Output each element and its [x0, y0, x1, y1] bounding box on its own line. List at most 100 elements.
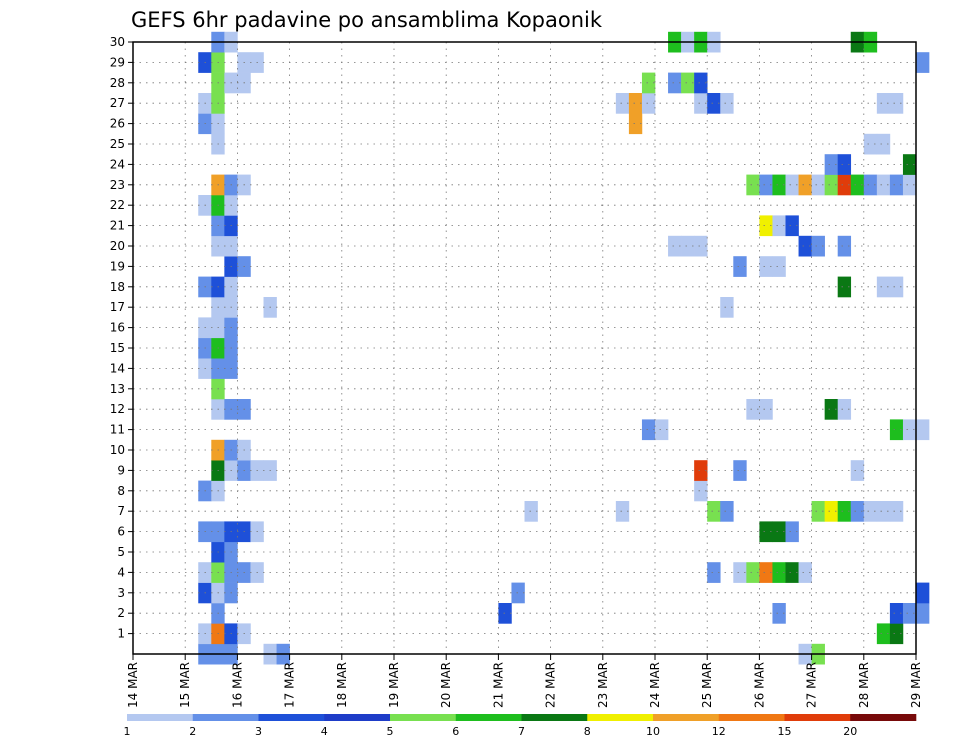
y-tick-label: 22 — [110, 198, 125, 212]
heatmap-cell — [824, 399, 838, 420]
colorbar-label: 6 — [452, 725, 459, 738]
heatmap-cell — [694, 235, 708, 257]
heatmap-cell — [707, 501, 721, 522]
heatmap-cell — [759, 521, 773, 543]
heatmap-cell — [785, 174, 799, 196]
colorbar-label: 2 — [189, 725, 196, 738]
x-tick-label: 27 MAR — [805, 662, 819, 708]
heatmap-cell — [628, 113, 643, 135]
colorbar-swatch — [653, 714, 720, 721]
x-tick-label: 17 MAR — [283, 662, 297, 708]
heatmap-cell — [863, 501, 878, 522]
heatmap-cell — [707, 562, 721, 583]
heatmap-cell — [785, 562, 799, 583]
heatmap-cell — [746, 562, 760, 583]
y-tick-label: 4 — [117, 565, 125, 579]
heatmap-cell — [837, 276, 852, 298]
colorbar-label: 20 — [843, 725, 857, 738]
heatmap-cell — [811, 235, 825, 257]
y-tick-label: 18 — [110, 280, 125, 294]
heatmap-cell — [876, 623, 891, 645]
y-tick-label: 6 — [117, 525, 125, 539]
colorbar-label: 3 — [255, 725, 262, 738]
colorbar-swatch — [784, 714, 851, 721]
colorbar-swatch — [718, 714, 785, 721]
colorbar-swatch — [521, 714, 588, 721]
heatmap-cell — [902, 419, 917, 441]
heatmap-cell — [902, 174, 917, 196]
colorbar-label: 8 — [584, 725, 591, 738]
heatmap-cell — [876, 501, 891, 522]
heatmap-cell — [641, 72, 656, 94]
heatmap-cell — [615, 93, 630, 114]
colorbar-label: 7 — [518, 725, 525, 738]
heatmap-cell — [916, 52, 930, 73]
heatmap-cell — [707, 93, 721, 114]
x-tick-label: 22 MAR — [544, 662, 558, 708]
colorbar-swatch — [455, 714, 522, 721]
y-tick-label: 16 — [110, 321, 125, 335]
colorbar-label: 15 — [778, 725, 792, 738]
heatmap-cell — [668, 235, 682, 257]
heatmap-cell — [733, 256, 747, 277]
colorbar-swatch — [587, 714, 654, 721]
heatmap-cell — [785, 215, 799, 237]
heatmap-cell — [655, 419, 669, 441]
heatmap-cell — [681, 72, 695, 94]
y-tick-label: 7 — [117, 504, 125, 518]
y-tick-label: 17 — [110, 300, 125, 314]
y-tick-label: 21 — [110, 219, 125, 233]
heatmap-cell — [668, 72, 682, 94]
heatmap-cell — [837, 399, 852, 420]
heatmap-cell — [824, 501, 838, 522]
y-tick-label: 5 — [117, 545, 125, 559]
heatmap-cell — [916, 419, 930, 441]
heatmap-cell — [694, 460, 708, 481]
heatmap-cell — [733, 562, 747, 583]
colorbar-label: 10 — [646, 725, 660, 738]
chart-title: GEFS 6hr padavine po ansamblima Kopaonik — [131, 8, 603, 32]
heatmap-cell — [902, 603, 917, 624]
heatmap-cell — [811, 501, 825, 522]
y-tick-label: 29 — [110, 55, 125, 69]
heatmap-cell — [628, 93, 643, 114]
heatmap-cell — [798, 174, 812, 196]
heatmap-cell — [759, 562, 773, 583]
y-tick-label: 13 — [110, 382, 125, 396]
x-tick-label: 14 MAR — [126, 662, 140, 708]
y-tick-label: 28 — [110, 76, 125, 90]
heatmap-cell — [511, 582, 525, 604]
x-tick-label: 29 MAR — [909, 662, 923, 708]
colorbar-swatch — [324, 714, 391, 721]
y-tick-label: 8 — [117, 484, 125, 498]
grid-lines — [133, 41, 916, 654]
heatmap-cell — [772, 215, 786, 237]
y-tick-label: 30 — [110, 35, 125, 49]
heatmap-cell — [524, 501, 538, 522]
heatmap-cell — [889, 501, 904, 522]
heatmap-cell — [694, 480, 708, 502]
heatmap-cell — [876, 133, 891, 155]
heatmap-cell — [876, 276, 891, 298]
y-tick-label: 15 — [110, 341, 125, 355]
x-tick-label: 28 MAR — [857, 662, 871, 708]
heatmap-cell — [772, 256, 786, 277]
y-tick-label: 19 — [110, 259, 125, 273]
heatmap-cell — [916, 582, 930, 604]
heatmap-cell — [798, 562, 812, 583]
y-tick-label: 12 — [110, 402, 125, 416]
heatmap-cell — [876, 174, 891, 196]
heatmap-cell — [850, 501, 865, 522]
x-tick-label: 23 MAR — [596, 662, 610, 708]
heatmap-cell — [681, 235, 695, 257]
heatmap-cell — [498, 603, 512, 624]
x-tick-label: 19 MAR — [387, 662, 401, 708]
heatmap-cell — [837, 501, 852, 522]
heatmap-cell — [811, 174, 825, 196]
heatmap-cell — [850, 174, 865, 196]
colorbar-swatch — [192, 714, 259, 721]
x-tick-label: 25 MAR — [700, 662, 714, 708]
colorbar-swatch — [127, 714, 194, 721]
y-tick-label: 11 — [110, 423, 125, 437]
